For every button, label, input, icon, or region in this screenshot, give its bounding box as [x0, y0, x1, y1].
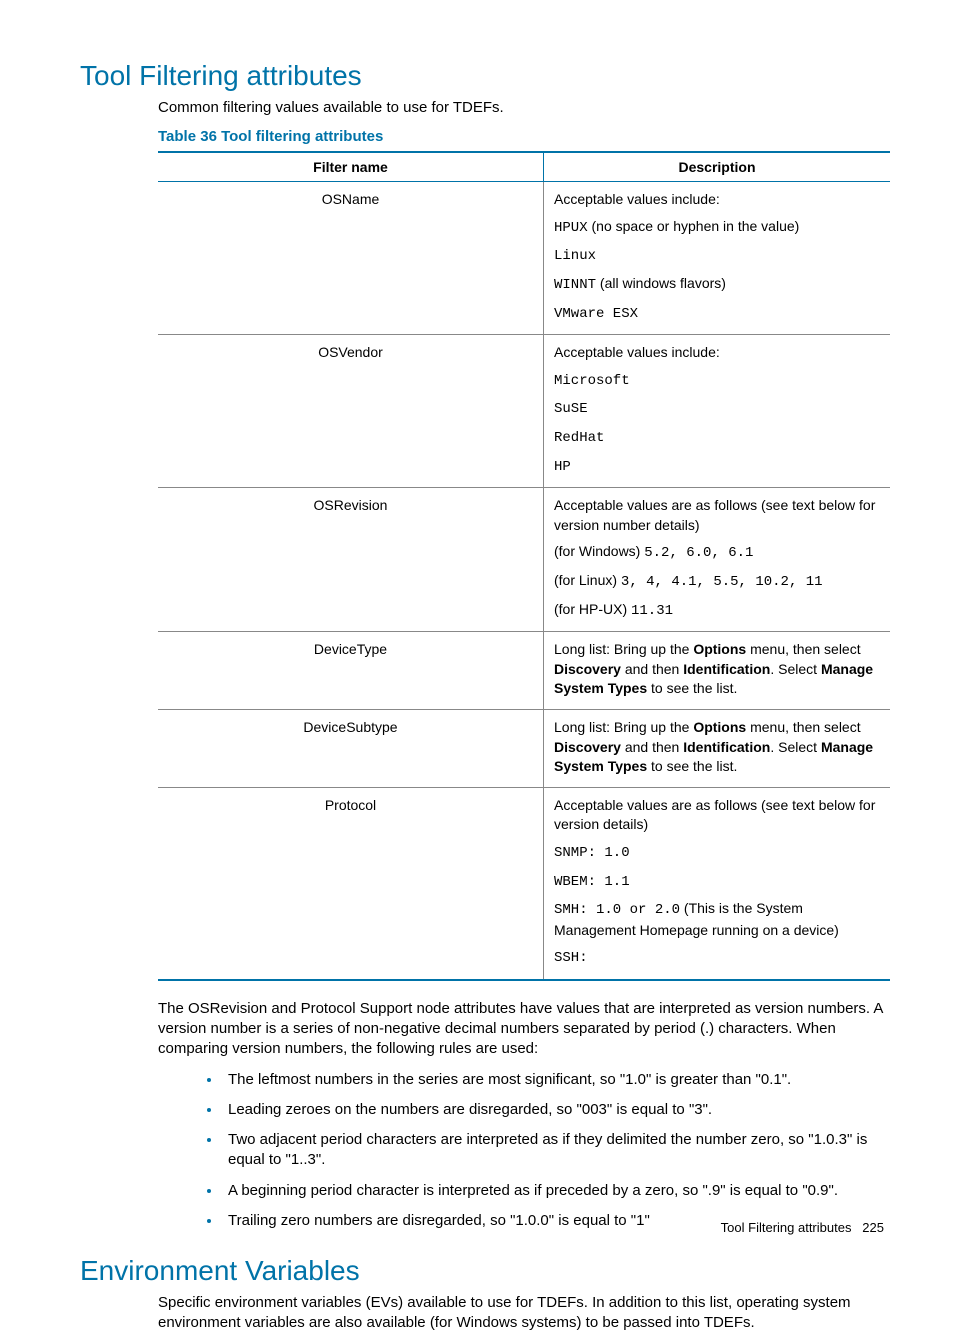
description-line: VMware ESX	[554, 303, 880, 325]
table-row: Protocol Acceptable values are as follows…	[158, 787, 890, 980]
column-header-description: Description	[544, 152, 891, 182]
footer-section-label: Tool Filtering attributes	[721, 1220, 852, 1235]
filter-name-cell: DeviceSubtype	[158, 709, 544, 787]
filter-name-cell: Protocol	[158, 787, 544, 980]
rule-item: A beginning period character is interpre…	[222, 1181, 902, 1201]
description-line: HPUX (no space or hyphen in the value)	[554, 217, 880, 239]
description-line: SNMP: 1.0	[554, 842, 880, 864]
page-footer: Tool Filtering attributes 225	[721, 1220, 884, 1235]
filter-description-cell: Acceptable values are as follows (see te…	[544, 488, 891, 632]
description-line: (for HP-UX) 11.31	[554, 600, 880, 622]
column-header-filter-name: Filter name	[158, 152, 544, 182]
description-line: WBEM: 1.1	[554, 871, 880, 893]
table-row: OSVendor Acceptable values include: Micros…	[158, 335, 890, 488]
description-line: (for Windows) 5.2, 6.0, 6.1	[554, 542, 880, 564]
filter-description-cell: Long list: Bring up the Options menu, th…	[544, 709, 891, 787]
filter-description-cell: Acceptable values include: HPUX (no space…	[544, 182, 891, 335]
table-header: Filter name Description	[158, 152, 890, 182]
description-line: SuSE	[554, 398, 880, 420]
rule-item: Two adjacent period characters are inter…	[222, 1130, 902, 1171]
description-line: Long list: Bring up the Options menu, th…	[554, 718, 880, 777]
post-table-paragraph: The OSRevision and Protocol Support node…	[158, 999, 898, 1060]
description-line: SSH:	[554, 947, 880, 969]
section1-intro: Common filtering values available to use…	[158, 98, 884, 118]
filter-description-cell: Acceptable values are as follows (see te…	[544, 787, 891, 980]
tool-filtering-table: Filter name Description OSNameAcceptable…	[158, 151, 890, 981]
page-container: Tool Filtering attributes Common filteri…	[0, 0, 954, 1271]
filter-name-cell: OSName	[158, 182, 544, 335]
table-row: DeviceTypeLong list: Bring up the Option…	[158, 632, 890, 710]
filter-name-cell: OSRevision	[158, 488, 544, 632]
description-line: Acceptable values are as follows (see te…	[554, 496, 880, 535]
description-line: WINNT (all windows flavors)	[554, 274, 880, 296]
description-line: HP	[554, 456, 880, 478]
description-line: RedHat	[554, 427, 880, 449]
table-row: OSRevision Acceptable values are as follo…	[158, 488, 890, 632]
section-heading-environment-variables: Environment Variables	[80, 1255, 884, 1287]
description-line: Long list: Bring up the Options menu, th…	[554, 640, 880, 699]
description-line: Linux	[554, 245, 880, 267]
section-heading-tool-filtering: Tool Filtering attributes	[80, 60, 884, 92]
description-line: Acceptable values are as follows (see te…	[554, 796, 880, 835]
version-rules-list: The leftmost numbers in the series are m…	[178, 1070, 902, 1232]
table-row: OSName Acceptable values include: HPUX (no…	[158, 182, 890, 335]
section2-intro: Specific environment variables (EVs) ava…	[158, 1293, 898, 1334]
table-row: DeviceSubtypeLong list: Bring up the Opt…	[158, 709, 890, 787]
description-line: Acceptable values include:	[554, 190, 880, 210]
filter-description-cell: Acceptable values include: Microsoft SuSE R…	[544, 335, 891, 488]
filter-name-cell: DeviceType	[158, 632, 544, 710]
description-line: SMH: 1.0 or 2.0 (This is the System Mana…	[554, 899, 880, 940]
description-line: (for Linux) 3, 4, 4.1, 5.5, 10.2, 11	[554, 571, 880, 593]
rule-item: The leftmost numbers in the series are m…	[222, 1070, 902, 1090]
footer-page-number: 225	[862, 1220, 884, 1235]
table-caption: Table 36 Tool filtering attributes	[158, 128, 884, 145]
filter-name-cell: OSVendor	[158, 335, 544, 488]
description-line: Acceptable values include:	[554, 343, 880, 363]
filter-description-cell: Long list: Bring up the Options menu, th…	[544, 632, 891, 710]
rule-item: Leading zeroes on the numbers are disreg…	[222, 1100, 902, 1120]
table-body: OSName Acceptable values include: HPUX (no…	[158, 182, 890, 980]
description-line: Microsoft	[554, 370, 880, 392]
